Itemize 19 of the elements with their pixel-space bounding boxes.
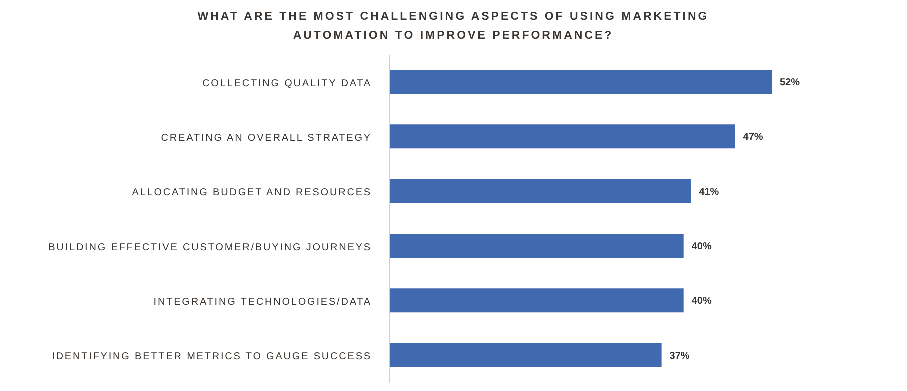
bar bbox=[390, 288, 684, 313]
bar bbox=[390, 124, 736, 149]
data-label: 40% bbox=[692, 242, 712, 253]
bar bbox=[390, 343, 662, 368]
y-tick-label: CREATING AN OVERALL STRATEGY bbox=[161, 133, 372, 144]
bar bbox=[390, 179, 692, 204]
y-tick-label: INTEGRATING TECHNOLOGIES/DATA bbox=[154, 297, 372, 308]
chart-title: WHAT ARE THE MOST CHALLENGING ASPECTS OF USING MARKETING AUTOMATION TO IMPROVE PERFORMANCE? bbox=[196, 10, 710, 44]
data-label: 37% bbox=[670, 350, 690, 362]
y-tick-label: COLLECTING QUALITY DATA bbox=[202, 78, 372, 90]
bar bbox=[390, 234, 684, 258]
data-label: 47% bbox=[743, 132, 764, 144]
y-tick-label: ALLOCATING BUDGET AND RESOURCES bbox=[132, 188, 372, 199]
data-label: 52% bbox=[780, 78, 800, 89]
bar bbox=[390, 70, 772, 94]
y-tick-label: IDENTIFYING BETTER METRICS TO GAUGE SUCCESS bbox=[52, 352, 372, 363]
data-label: 40% bbox=[692, 296, 712, 308]
y-tick-label: BUILDING EFFECTIVE CUSTOMER/BUYING JOURNEYS bbox=[48, 242, 372, 254]
data-label: 41% bbox=[699, 186, 720, 198]
